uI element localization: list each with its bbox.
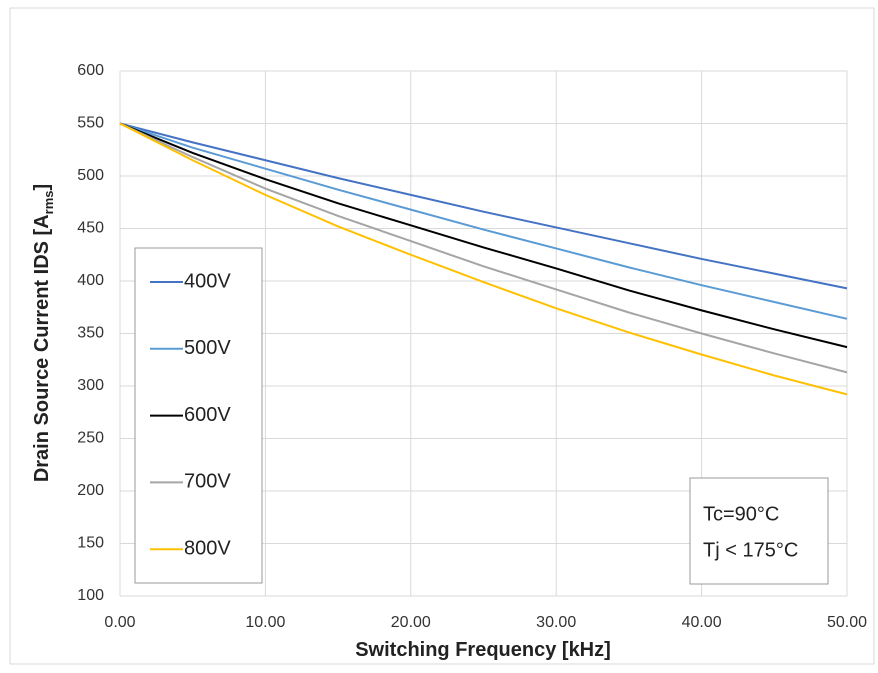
legend-label: 400V (184, 270, 231, 292)
y-axis-title-sub: rms (41, 190, 56, 214)
x-tick-label: 10.00 (245, 614, 285, 631)
legend-label: 600V (184, 404, 231, 426)
x-tick-label: 40.00 (682, 614, 722, 631)
series-line (119, 122, 848, 396)
y-tick-label: 500 (77, 167, 104, 184)
legend-label: 500V (184, 337, 231, 359)
x-tick-label: 0.00 (104, 614, 135, 631)
x-tick-label: 50.00 (827, 614, 867, 631)
y-tick-label: 350 (77, 325, 104, 342)
annotation: Tc=90°C (703, 503, 779, 525)
x-tick-label: 30.00 (536, 614, 576, 631)
y-tick-label: 200 (77, 482, 104, 499)
series-line (119, 122, 848, 320)
y-tick-label: 550 (77, 115, 104, 132)
y-tick-label: 250 (77, 430, 104, 447)
y-tick-label: 450 (77, 220, 104, 237)
annotation-box (689, 477, 829, 585)
series-line (119, 122, 848, 374)
y-axis-title: Drain Source Current IDS [Arms] (31, 184, 56, 482)
y-tick-label: 600 (77, 62, 104, 79)
y-tick-label: 100 (77, 587, 104, 604)
y-axis-title-end: ] (31, 184, 53, 191)
series-line (119, 122, 848, 290)
y-tick-label: 400 (77, 272, 104, 289)
y-tick-label: 300 (77, 377, 104, 394)
y-tick-label: 150 (77, 535, 104, 552)
annotation: Tj < 175°C (703, 539, 798, 561)
y-axis-title-main: Drain Source Current IDS [A (31, 214, 53, 482)
legend-label: 700V (184, 471, 231, 493)
x-tick-label: 20.00 (391, 614, 431, 631)
series-line (119, 122, 848, 349)
x-axis-title: Switching Frequency [kHz] (355, 639, 611, 661)
legend-label: 800V (184, 537, 231, 559)
